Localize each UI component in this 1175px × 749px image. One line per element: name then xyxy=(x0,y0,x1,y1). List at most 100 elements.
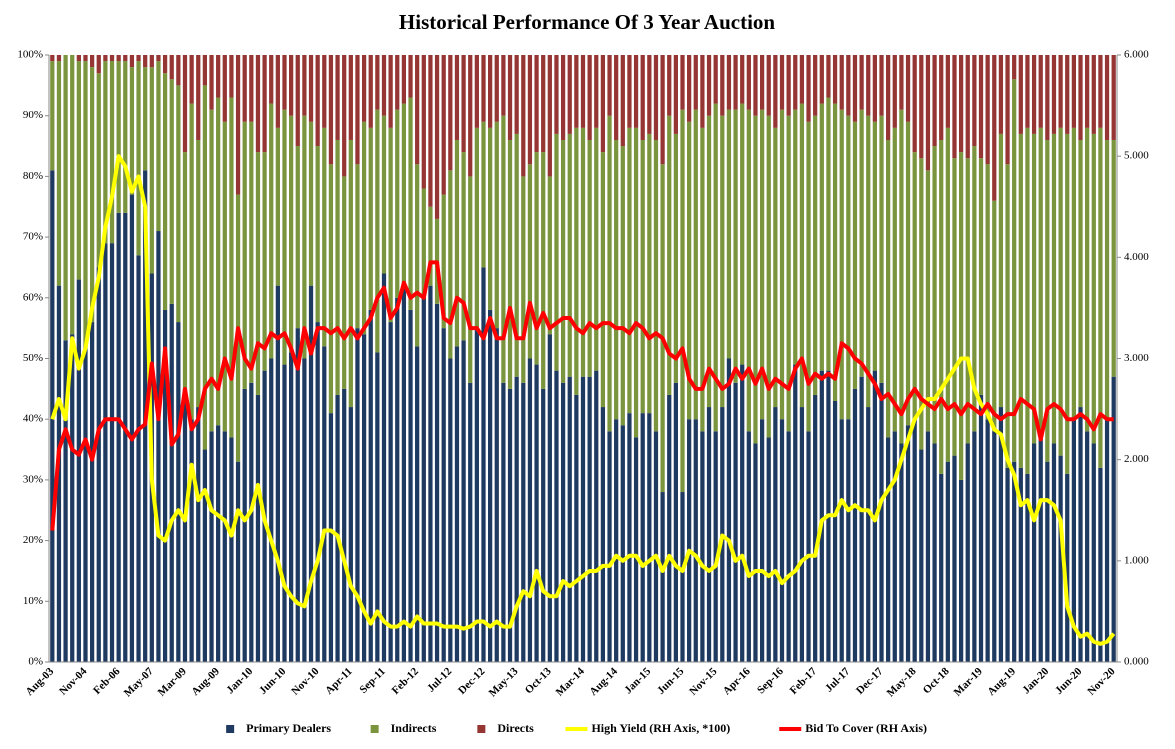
bar xyxy=(899,109,904,444)
bar xyxy=(905,425,911,662)
bar xyxy=(521,55,526,177)
bar xyxy=(209,55,214,110)
bar xyxy=(899,443,904,662)
bar xyxy=(766,115,771,438)
bar xyxy=(129,194,135,663)
bar xyxy=(567,133,572,377)
bar xyxy=(461,340,466,662)
y-tick-label: 10% xyxy=(23,595,43,607)
bar xyxy=(998,55,1004,134)
bar xyxy=(1045,461,1050,662)
bar xyxy=(275,285,280,662)
bar xyxy=(335,139,340,395)
bar xyxy=(527,358,533,662)
bar xyxy=(713,103,718,432)
bar xyxy=(481,121,486,268)
bar xyxy=(375,55,380,110)
bar xyxy=(1018,467,1023,662)
bar xyxy=(196,55,201,140)
bar xyxy=(653,431,659,662)
bar xyxy=(779,55,785,110)
bar xyxy=(289,55,294,116)
bar xyxy=(600,152,606,408)
bar xyxy=(534,364,539,662)
bar xyxy=(269,55,274,104)
bar xyxy=(607,55,612,116)
bar xyxy=(494,121,499,329)
bar xyxy=(116,55,121,62)
bar xyxy=(388,55,393,128)
bar xyxy=(640,139,645,414)
y-tick-label: 20% xyxy=(23,534,43,546)
bar xyxy=(919,55,924,159)
bar xyxy=(1018,133,1023,468)
bar xyxy=(667,115,672,395)
y2-tick-label: 2.000 xyxy=(1124,453,1149,465)
bar xyxy=(607,431,612,662)
bar xyxy=(912,419,917,662)
bar xyxy=(342,176,347,389)
bar xyxy=(129,55,135,68)
y-tick-label: 100% xyxy=(17,49,43,61)
bar xyxy=(925,431,931,662)
bar xyxy=(507,388,513,662)
bar xyxy=(454,55,460,140)
bar xyxy=(302,55,307,116)
bar xyxy=(129,67,135,195)
bar xyxy=(474,55,479,128)
bar xyxy=(202,85,208,450)
bar xyxy=(182,152,188,389)
bar xyxy=(1091,55,1096,134)
bar xyxy=(229,437,234,662)
bar xyxy=(1078,407,1083,662)
bar xyxy=(673,133,678,383)
bar xyxy=(879,382,884,662)
bar xyxy=(262,55,267,153)
bar xyxy=(468,382,473,662)
bar xyxy=(342,388,347,662)
bar xyxy=(653,55,659,140)
bar xyxy=(162,73,168,310)
bar xyxy=(660,492,665,662)
bar xyxy=(720,55,725,116)
bar xyxy=(1071,55,1077,128)
bar xyxy=(269,358,274,662)
bar xyxy=(335,394,340,662)
bar xyxy=(461,55,466,153)
bar xyxy=(939,473,944,662)
bar xyxy=(547,55,552,177)
bar xyxy=(76,279,81,662)
bar xyxy=(255,152,261,395)
bar xyxy=(673,382,678,662)
bar xyxy=(149,55,154,68)
bar xyxy=(76,61,81,280)
bar xyxy=(998,407,1004,662)
bar xyxy=(832,55,838,104)
bar xyxy=(123,61,128,213)
bar xyxy=(600,407,606,662)
bar xyxy=(1065,473,1070,662)
bar xyxy=(594,55,599,128)
bar xyxy=(660,55,665,165)
bar xyxy=(83,55,88,62)
bar xyxy=(1058,127,1063,456)
bar xyxy=(733,55,738,110)
bar xyxy=(70,55,75,335)
bar xyxy=(1025,473,1030,662)
bar xyxy=(355,55,360,165)
bar xyxy=(680,109,685,493)
bar xyxy=(1038,55,1043,128)
bar xyxy=(925,55,931,171)
bar xyxy=(560,382,566,662)
bar xyxy=(136,61,141,256)
bar xyxy=(401,285,407,662)
bar xyxy=(640,413,645,662)
bar xyxy=(1071,419,1077,662)
bar xyxy=(779,419,785,662)
bar xyxy=(408,97,413,310)
bar xyxy=(361,55,367,122)
bar xyxy=(361,121,367,335)
bar xyxy=(886,437,891,662)
bar xyxy=(753,443,758,662)
bar xyxy=(640,55,645,140)
